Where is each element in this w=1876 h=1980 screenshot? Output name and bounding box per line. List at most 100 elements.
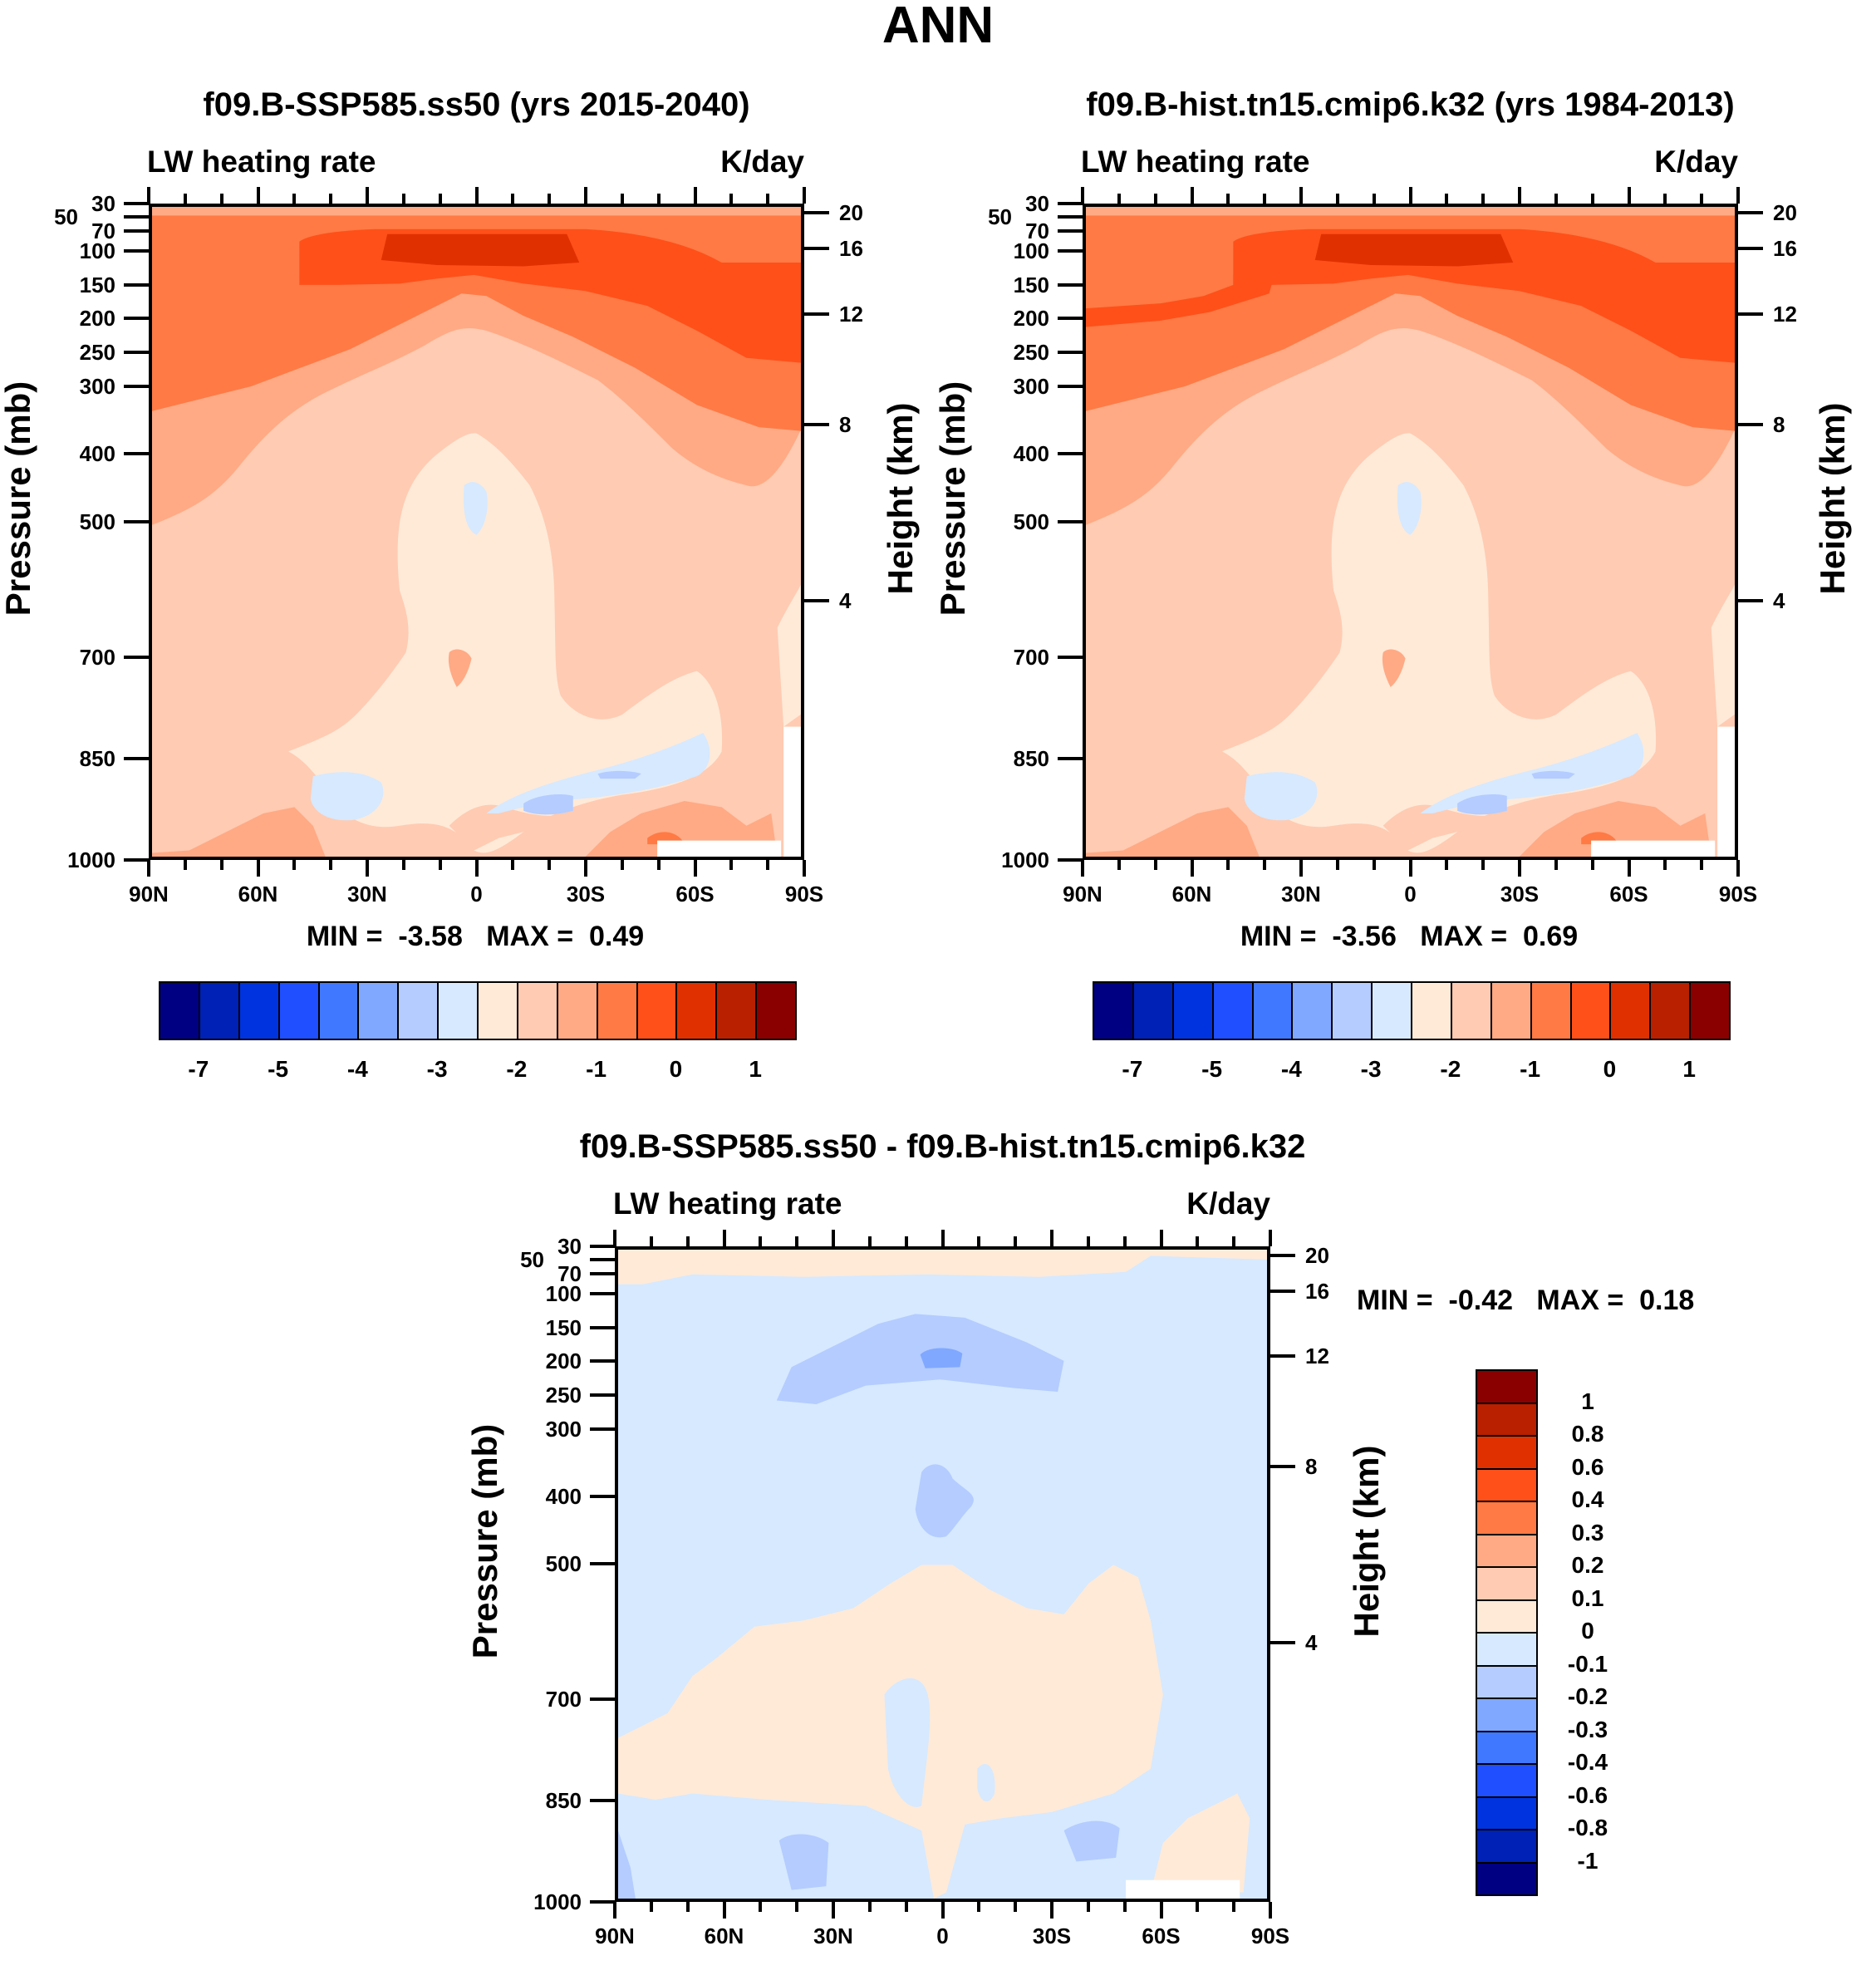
lat-tick xyxy=(256,860,260,877)
lat-tick-label: 0 xyxy=(936,1923,949,1948)
pressure-tick-label: 850 xyxy=(1013,745,1049,771)
height-tick-label: 20 xyxy=(839,199,863,225)
pressure-tick-label: 70 xyxy=(1025,218,1049,243)
lat-minor-tick xyxy=(1263,860,1267,870)
lat-tick-label: 90S xyxy=(1718,882,1758,906)
lat-minor-tick xyxy=(904,1902,908,1912)
pressure-tick-label: 300 xyxy=(545,1416,582,1442)
lat-minor-tick xyxy=(766,860,770,870)
plot-title: f09.B-SSP585.ss50 - f09.B-hist.tn15.cmip… xyxy=(579,1128,1306,1165)
colorbar-label: -4 xyxy=(346,1056,368,1082)
height-tick-label: 20 xyxy=(1305,1242,1329,1268)
colorbar-box xyxy=(357,981,400,1040)
height-axis-title: Height (km) xyxy=(1813,402,1852,595)
height-tick-label: 8 xyxy=(1305,1454,1318,1480)
lat-minor-tick xyxy=(867,1236,872,1246)
lat-minor-tick xyxy=(1663,860,1667,870)
lat-minor-tick xyxy=(1153,860,1157,870)
colorbar-box xyxy=(159,981,200,1040)
lat-tick xyxy=(1190,860,1194,877)
height-tick-label: 4 xyxy=(1773,587,1785,613)
pressure-tick xyxy=(1058,384,1083,388)
lat-minor-tick xyxy=(1196,1902,1200,1912)
height-tick xyxy=(1270,1253,1295,1257)
lat-minor-tick xyxy=(1117,860,1121,870)
height-tick-label: 4 xyxy=(1305,1629,1318,1655)
colorbar-label: 0.3 xyxy=(1571,1519,1604,1545)
lat-minor-tick xyxy=(759,1236,763,1246)
colorbar-label: -3 xyxy=(426,1056,448,1082)
contour-fill xyxy=(152,207,801,857)
colorbar-box xyxy=(1093,981,1134,1040)
pressure-tick-label: 30 xyxy=(557,1234,582,1259)
colorbar-box xyxy=(238,981,280,1040)
lat-tick xyxy=(832,1902,835,1919)
min-max-readout: MIN = -3.56 MAX = 0.69 xyxy=(1160,921,1658,953)
units-subtitle: K/day xyxy=(1654,145,1738,179)
pressure-axis-title: Pressure (mb) xyxy=(933,381,972,617)
pressure-tick xyxy=(1058,655,1083,659)
lat-tick-label: 90N xyxy=(1063,882,1103,906)
min-max-min-label: MIN = xyxy=(1240,921,1317,952)
pressure-tick xyxy=(124,452,149,456)
pressure-tick-label: 50 xyxy=(988,204,1012,230)
lat-tick xyxy=(693,860,697,877)
lat-tick-label: 30S xyxy=(1032,1923,1072,1948)
pressure-tick xyxy=(590,1271,615,1275)
lat-minor-tick xyxy=(1122,1236,1127,1246)
pressure-tick-label: 1000 xyxy=(1001,848,1049,872)
colorbar-label: -7 xyxy=(188,1056,209,1082)
lat-tick-label: 90S xyxy=(1250,1923,1290,1948)
colorbar-box xyxy=(596,981,638,1040)
colorbar-label: -5 xyxy=(268,1056,289,1082)
colorbar-box xyxy=(1476,1763,1538,1798)
pressure-tick-label: 30 xyxy=(1025,191,1049,216)
colorbar-label: 0 xyxy=(1603,1056,1617,1082)
colorbar-label: -1 xyxy=(586,1056,607,1082)
pressure-tick xyxy=(124,249,149,253)
pressure-tick xyxy=(1058,202,1083,205)
lat-tick xyxy=(1736,187,1740,204)
lat-minor-tick xyxy=(219,194,223,204)
colorbar-box xyxy=(437,981,479,1040)
lat-tick xyxy=(474,860,479,877)
lat-tick xyxy=(1159,1230,1163,1246)
pressure-tick xyxy=(590,1494,615,1498)
colorbar-label: -2 xyxy=(1440,1056,1461,1082)
lat-minor-tick xyxy=(1232,1236,1236,1246)
min-max-max-value: 0.69 xyxy=(1522,921,1579,952)
lat-tick-label: 60N xyxy=(704,1923,744,1948)
lat-tick-label: 0 xyxy=(470,882,483,906)
colorbar-label: 0 xyxy=(669,1056,683,1082)
pressure-tick xyxy=(1058,283,1083,287)
colorbar-label: -5 xyxy=(1201,1056,1223,1082)
height-tick xyxy=(804,312,829,316)
colorbar-box xyxy=(1476,1467,1538,1502)
pressure-tick xyxy=(1058,215,1083,219)
colorbar-box xyxy=(1450,981,1492,1040)
lat-minor-tick xyxy=(729,860,734,870)
lat-tick-label: 30N xyxy=(1281,882,1321,906)
lat-tick xyxy=(940,1902,945,1919)
pressure-tick-label: 500 xyxy=(79,509,115,534)
height-tick xyxy=(1738,210,1763,214)
lat-minor-tick xyxy=(1153,194,1157,204)
height-tick xyxy=(1270,1354,1295,1358)
colorbar-label: 0.6 xyxy=(1571,1453,1604,1480)
pressure-tick xyxy=(1058,519,1083,523)
colorbar-box xyxy=(317,981,360,1040)
colorbar-box xyxy=(1411,981,1452,1040)
colorbar-label: 1 xyxy=(749,1056,762,1082)
height-tick-label: 8 xyxy=(1773,411,1785,437)
lat-tick xyxy=(1408,187,1412,204)
pressure-tick xyxy=(1058,452,1083,456)
pressure-tick-label: 100 xyxy=(1013,238,1049,263)
lat-minor-tick xyxy=(685,1902,690,1912)
contour-plot xyxy=(1083,204,1738,860)
height-tick xyxy=(1270,1465,1295,1469)
lat-minor-tick xyxy=(656,194,661,204)
min-max-max-label: MAX = xyxy=(1420,921,1508,952)
lat-minor-tick xyxy=(292,194,297,204)
pressure-tick-label: 850 xyxy=(545,1787,582,1813)
colorbar-box xyxy=(1476,1369,1538,1404)
